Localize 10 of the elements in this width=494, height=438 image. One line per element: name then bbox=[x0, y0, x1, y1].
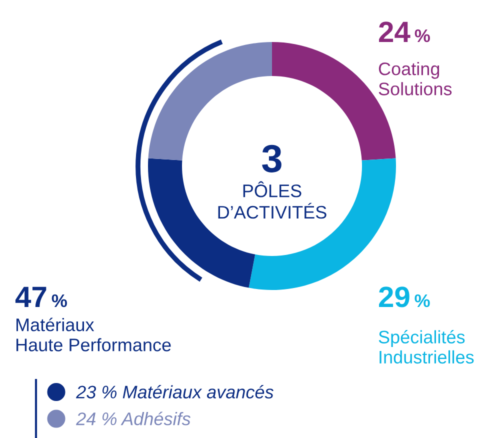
text: PÔLES D’ACTIVITÉS bbox=[218, 181, 326, 219]
slice-label: Spécialités Industrielles bbox=[378, 330, 474, 364]
legend-label: 23 % Matériaux avancés bbox=[76, 385, 274, 398]
data-label: 29 % bbox=[379, 286, 430, 308]
text: 47 % bbox=[15, 286, 67, 308]
text: 3 bbox=[262, 144, 282, 172]
text: Matériaux Haute Performance bbox=[16, 318, 171, 352]
data-label: 24% bbox=[379, 22, 430, 42]
slice-label: Coating Solutions bbox=[378, 62, 452, 96]
legend-label: 24 % Adhésifs bbox=[76, 412, 190, 426]
